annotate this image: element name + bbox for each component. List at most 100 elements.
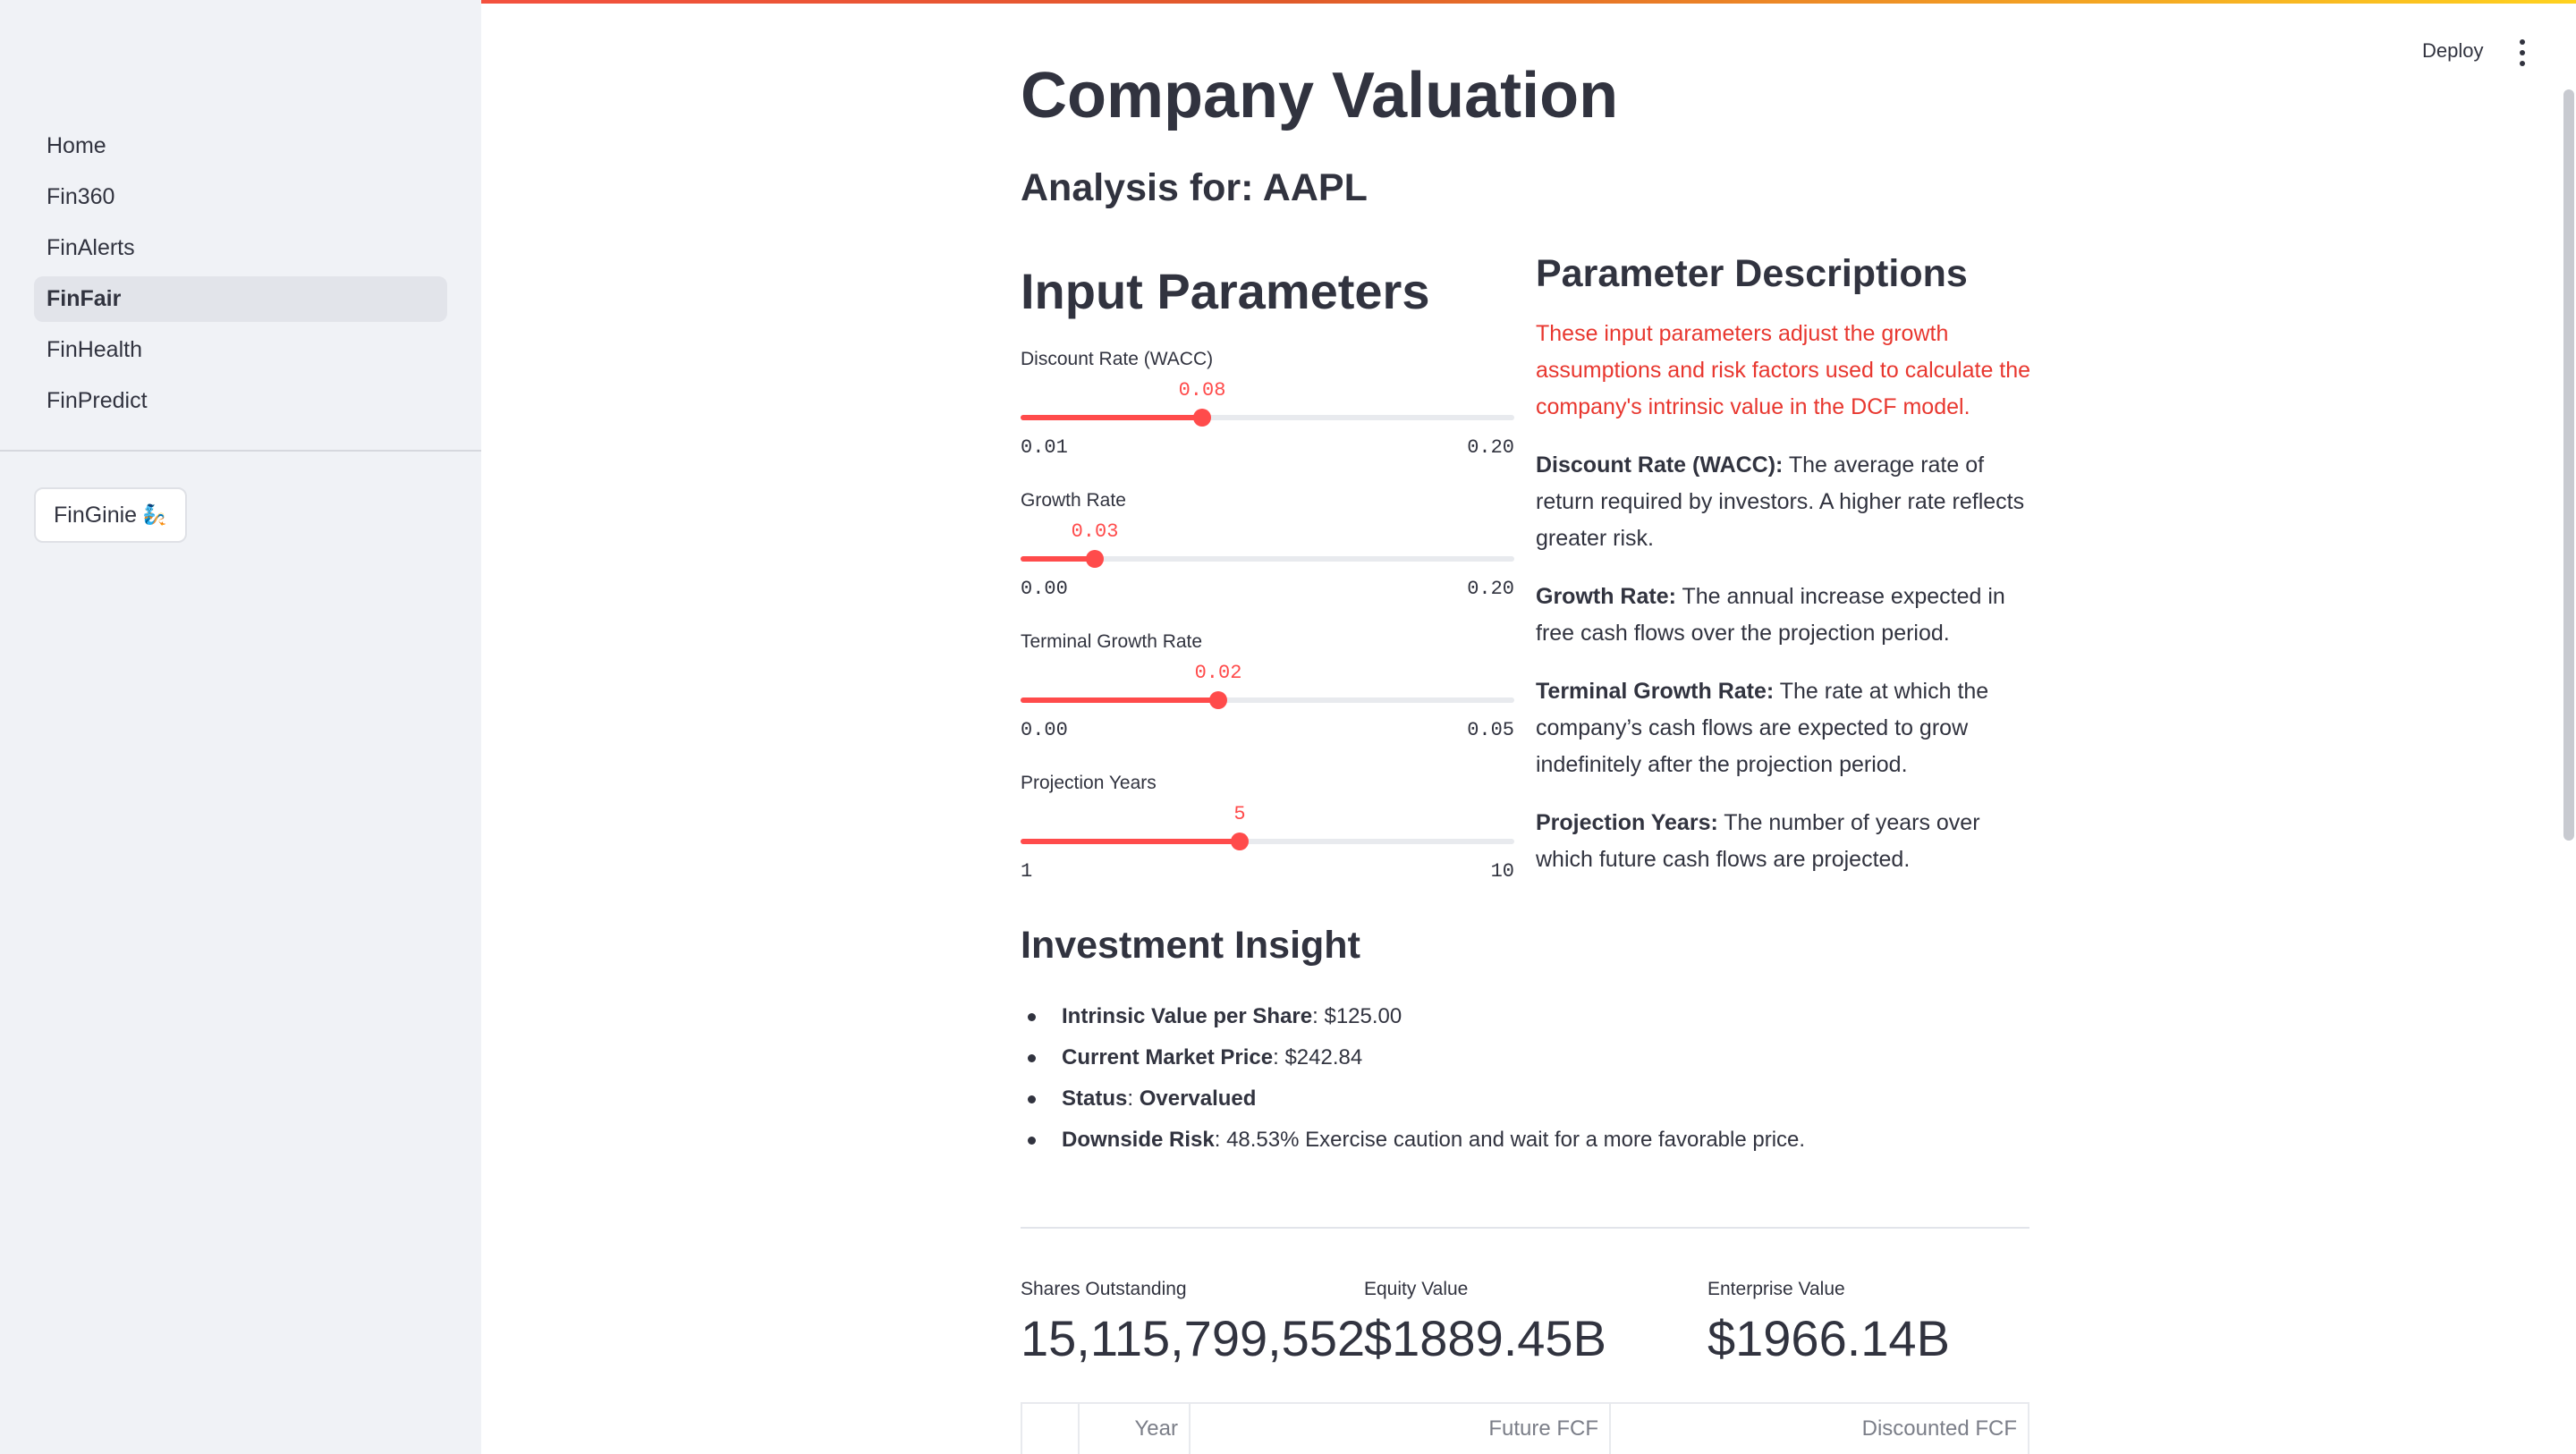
finginie-button[interactable]: FinGinie 🧞 bbox=[34, 487, 187, 543]
description-term: Growth Rate: bbox=[1536, 584, 1676, 609]
metric-value: $1889.45B bbox=[1364, 1310, 1606, 1366]
metric-label: Equity Value bbox=[1364, 1279, 1469, 1299]
insight-separator: : bbox=[1214, 1128, 1227, 1152]
slider-thumb[interactable] bbox=[1209, 691, 1227, 709]
genie-icon: 🧞 bbox=[142, 503, 167, 526]
description-text: The average rate of return required by i… bbox=[1536, 452, 2025, 551]
sidebar-item-home[interactable]: Home bbox=[47, 133, 106, 158]
sidebar-divider bbox=[0, 450, 481, 452]
slider-value: 5 bbox=[1233, 803, 1246, 825]
discount-rate-slider: Discount Rate (WACC) 0.08 0.01 0.20 bbox=[1021, 349, 1514, 490]
sidebar-item-finalerts[interactable]: FinAlerts bbox=[47, 235, 135, 260]
insight-separator: : bbox=[1273, 1045, 1285, 1069]
slider-label: Discount Rate (WACC) bbox=[1021, 349, 1214, 369]
descriptions-intro: These input parameters adjust the growth… bbox=[1536, 321, 2031, 419]
metric-label: Enterprise Value bbox=[1707, 1279, 1845, 1299]
terminal-growth-rate-slider: Terminal Growth Rate 0.02 0.00 0.05 bbox=[1021, 631, 1514, 773]
insight-value: $242.84 bbox=[1284, 1045, 1363, 1069]
parameter-descriptions-heading: Parameter Descriptions bbox=[1536, 252, 1968, 295]
table-header-year[interactable]: Year bbox=[1078, 1404, 1189, 1454]
slider-value: 0.03 bbox=[1071, 520, 1119, 543]
list-item: Current Market Price: $242.84 bbox=[1021, 1037, 1805, 1078]
top-accent-bar bbox=[0, 0, 2576, 4]
slider-label: Terminal Growth Rate bbox=[1021, 631, 1203, 652]
divider bbox=[1021, 1227, 2029, 1229]
sidebar-nav: Home Fin360 FinAlerts FinFair FinHealth … bbox=[34, 123, 447, 429]
insight-label: Status bbox=[1062, 1086, 1128, 1111]
slider-max: 0.05 bbox=[1467, 719, 1514, 741]
fcf-table: Year Future FCF Discounted FCF bbox=[1021, 1402, 2029, 1454]
table-header-future-fcf[interactable]: Future FCF bbox=[1189, 1404, 1609, 1454]
parameter-descriptions: Parameter Descriptions These input param… bbox=[1536, 252, 2037, 900]
scrollbar[interactable] bbox=[2563, 89, 2574, 841]
slider-track[interactable] bbox=[1021, 415, 1514, 420]
investment-insight-heading: Investment Insight bbox=[1021, 924, 1360, 967]
insight-label: Intrinsic Value per Share bbox=[1062, 1004, 1313, 1028]
description-term: Terminal Growth Rate: bbox=[1536, 679, 1775, 704]
table-index-header[interactable] bbox=[1022, 1404, 1078, 1454]
table-header-discounted-fcf[interactable]: Discounted FCF bbox=[1609, 1404, 2028, 1454]
main-content: Company Valuation Analysis for: AAPL Inp… bbox=[1021, 0, 2030, 1454]
sidebar: Home Fin360 FinAlerts FinFair FinHealth … bbox=[0, 0, 481, 1454]
input-parameters-heading: Input Parameters bbox=[1021, 263, 1430, 319]
slider-max: 0.20 bbox=[1467, 436, 1514, 459]
sidebar-item-fin360[interactable]: Fin360 bbox=[47, 184, 115, 209]
metric-value: $1966.14B bbox=[1707, 1310, 1950, 1366]
slider-thumb[interactable] bbox=[1193, 409, 1211, 427]
slider-min: 1 bbox=[1021, 860, 1033, 883]
slider-value: 0.08 bbox=[1178, 379, 1226, 402]
slider-min: 0.00 bbox=[1021, 719, 1068, 741]
insight-value: $125.00 bbox=[1324, 1004, 1402, 1028]
slider-value: 0.02 bbox=[1194, 662, 1242, 684]
metric-label: Shares Outstanding bbox=[1021, 1279, 1187, 1299]
growth-rate-slider: Growth Rate 0.03 0.00 0.20 bbox=[1021, 490, 1514, 631]
description-term: Projection Years: bbox=[1536, 810, 1718, 835]
slider-min: 0.01 bbox=[1021, 436, 1068, 459]
description-text: The annual increase expected in free cas… bbox=[1536, 584, 2005, 646]
insight-label: Downside Risk bbox=[1062, 1128, 1215, 1152]
slider-fill bbox=[1021, 556, 1095, 562]
description-item: Growth Rate: The annual increase expecte… bbox=[1536, 579, 2037, 652]
description-item: Terminal Growth Rate: The rate at which … bbox=[1536, 673, 2037, 783]
sidebar-item-finfair[interactable]: FinFair bbox=[34, 276, 447, 322]
slider-min: 0.00 bbox=[1021, 578, 1068, 600]
list-item: Status: Overvalued bbox=[1021, 1078, 1805, 1120]
projection-years-slider: Projection Years 5 1 10 bbox=[1021, 773, 1514, 914]
list-item: Downside Risk: 48.53% Exercise caution a… bbox=[1021, 1120, 1805, 1161]
description-text: The number of years over which future ca… bbox=[1536, 810, 1980, 872]
slider-track[interactable] bbox=[1021, 556, 1514, 562]
sidebar-item-finhealth[interactable]: FinHealth bbox=[47, 337, 142, 362]
insight-separator: : bbox=[1312, 1004, 1325, 1028]
insight-value: 48.53% Exercise caution and wait for a m… bbox=[1226, 1128, 1806, 1152]
status-value: Overvalued bbox=[1139, 1086, 1257, 1111]
kebab-menu-icon[interactable] bbox=[2513, 39, 2531, 66]
slider-label: Growth Rate bbox=[1021, 490, 1126, 511]
slider-fill bbox=[1021, 415, 1202, 420]
description-item: Projection Years: The number of years ov… bbox=[1536, 805, 2037, 878]
deploy-button[interactable]: Deploy bbox=[2422, 39, 2484, 62]
analysis-subtitle: Analysis for: AAPL bbox=[1021, 166, 1368, 209]
metric-equity-value: Equity Value $1889.45B bbox=[1364, 1279, 1606, 1367]
slider-fill bbox=[1021, 839, 1240, 844]
finginie-button-label: FinGinie bbox=[54, 502, 138, 528]
slider-max: 10 bbox=[1490, 860, 1514, 883]
slider-track[interactable] bbox=[1021, 697, 1514, 703]
description-item: Discount Rate (WACC): The average rate o… bbox=[1536, 447, 2037, 557]
insight-separator: : bbox=[1127, 1086, 1140, 1111]
insight-label: Current Market Price bbox=[1062, 1045, 1274, 1069]
slider-fill bbox=[1021, 697, 1218, 703]
slider-thumb[interactable] bbox=[1231, 833, 1249, 850]
list-item: Intrinsic Value per Share: $125.00 bbox=[1021, 996, 1805, 1037]
slider-thumb[interactable] bbox=[1086, 550, 1104, 568]
metric-shares-outstanding: Shares Outstanding 15,115,799,552 bbox=[1021, 1279, 1365, 1367]
description-text: The rate at which the company’s cash flo… bbox=[1536, 679, 1989, 777]
slider-max: 0.20 bbox=[1467, 578, 1514, 600]
page-title: Company Valuation bbox=[1021, 60, 1619, 131]
slider-group: Discount Rate (WACC) 0.08 0.01 0.20 Grow… bbox=[1021, 349, 1514, 914]
metric-value: 15,115,799,552 bbox=[1021, 1310, 1366, 1366]
slider-track[interactable] bbox=[1021, 839, 1514, 844]
sidebar-item-finpredict[interactable]: FinPredict bbox=[47, 388, 148, 413]
slider-label: Projection Years bbox=[1021, 773, 1157, 793]
metric-enterprise-value: Enterprise Value $1966.14B bbox=[1707, 1279, 1950, 1367]
description-term: Discount Rate (WACC): bbox=[1536, 452, 1784, 478]
